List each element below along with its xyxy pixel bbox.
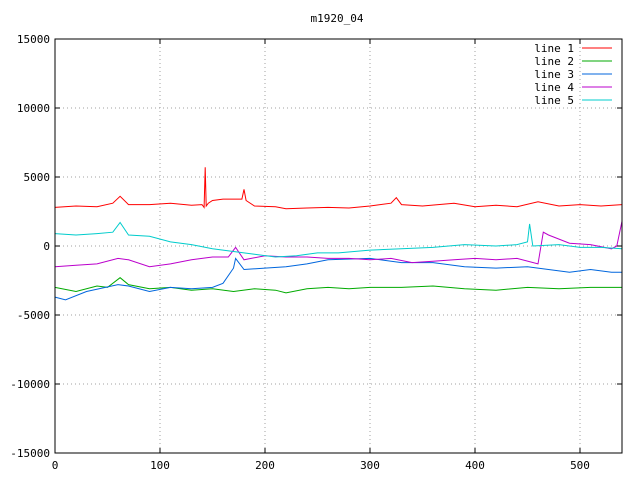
y-tick-label: 0 xyxy=(43,240,50,253)
axis-ticks: 0 100 200 300 400 500 -15000 -10000 -5000 0 5000 10… xyxy=(10,33,622,472)
x-tick-label: 100 xyxy=(150,459,170,472)
y-tick-label: -5000 xyxy=(17,309,50,322)
y-tick-label: 15000 xyxy=(17,33,50,46)
x-tick-label: 300 xyxy=(360,459,380,472)
x-tick-label: 200 xyxy=(255,459,275,472)
y-tick-label: 5000 xyxy=(24,171,51,184)
series-lines xyxy=(54,167,623,301)
chart-title: m1920_04 xyxy=(311,12,364,25)
legend-label-3: line 3 xyxy=(534,68,574,81)
y-tick-label: -15000 xyxy=(10,447,50,460)
x-tick-label: 400 xyxy=(465,459,485,472)
x-tick-label: 0 xyxy=(52,459,59,472)
series-line-1 xyxy=(54,167,623,210)
series-line-2 xyxy=(54,277,622,294)
series-line-5 xyxy=(54,221,623,258)
legend-label-1: line 1 xyxy=(534,42,574,55)
legend-label-5: line 5 xyxy=(534,94,574,107)
legend-label-2: line 2 xyxy=(534,55,574,68)
series-line-3 xyxy=(54,257,622,301)
y-tick-label: -10000 xyxy=(10,378,50,391)
x-tick-label: 500 xyxy=(570,459,590,472)
grid xyxy=(55,39,622,453)
series-line-4 xyxy=(54,221,623,268)
y-tick-label: 10000 xyxy=(17,102,50,115)
legend-label-4: line 4 xyxy=(534,81,574,94)
